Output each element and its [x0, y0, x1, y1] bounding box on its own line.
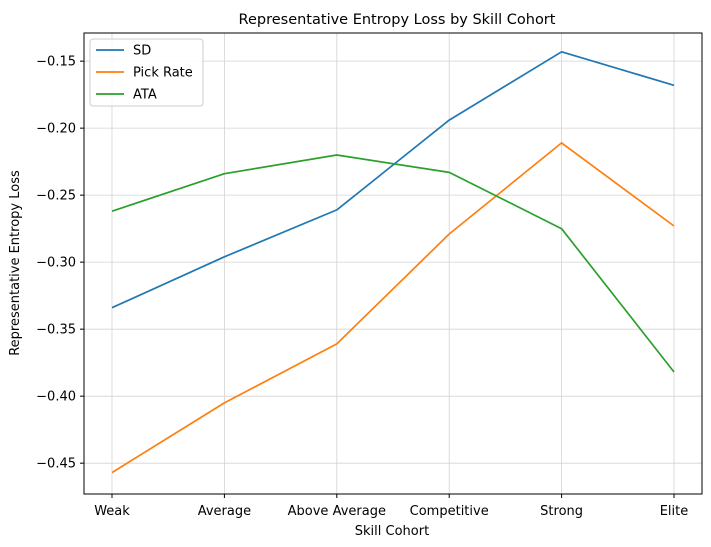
legend-label: Pick Rate	[133, 66, 193, 81]
chart-title: Representative Entropy Loss by Skill Coh…	[239, 12, 556, 28]
legend: SD Pick Rate ATA	[89, 38, 204, 107]
x-tick-label: Above Average	[288, 504, 386, 519]
x-axis-label: Skill Cohort	[355, 524, 429, 539]
series-line-ata	[111, 154, 675, 373]
x-tick-label: Strong	[540, 504, 583, 519]
x-tick-label: Weak	[94, 504, 130, 519]
legend-label: ATA	[133, 88, 157, 103]
x-axis: Weak Average Above Average Competitive Stron…	[94, 494, 688, 519]
y-tick-label: −0.20	[36, 122, 76, 137]
legend-label: SD	[133, 44, 151, 59]
y-tick-label: −0.40	[36, 390, 76, 405]
y-tick-label: −0.25	[36, 189, 76, 204]
y-tick-label: −0.15	[36, 55, 76, 70]
grid	[84, 33, 702, 494]
x-tick-label: Competitive	[410, 504, 489, 519]
y-tick-label: −0.35	[36, 323, 76, 338]
legend-box	[89, 38, 204, 107]
x-tick-label: Average	[198, 504, 251, 519]
x-tick-label: Elite	[660, 504, 689, 519]
y-tick-label: −0.45	[36, 457, 76, 472]
y-tick-label: −0.30	[36, 256, 76, 271]
plot-frame	[83, 32, 703, 495]
series-line-sd	[111, 50, 675, 309]
y-axis: −0.45 −0.40 −0.35 −0.30 −0.25 −0.20 −0.15	[36, 55, 84, 472]
series-lines	[111, 50, 675, 474]
y-axis-label: Representative Entropy Loss	[8, 170, 23, 356]
series-line-pick-rate	[111, 142, 675, 474]
